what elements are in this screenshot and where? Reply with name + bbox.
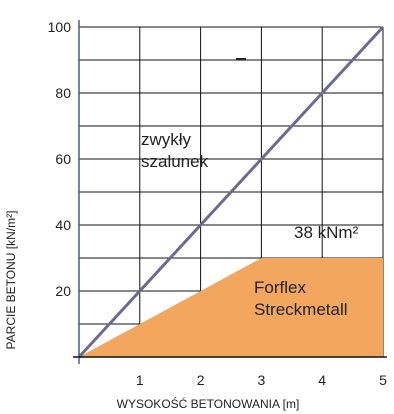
x-tick-label-5: 5 xyxy=(379,372,387,388)
annotation-forflex-line-2: Streckmetall xyxy=(254,300,348,319)
y-tick-label-20: 20 xyxy=(55,283,71,299)
annotation-forflex: Forflex Streckmetall xyxy=(254,278,348,319)
x-tick-label-3: 3 xyxy=(258,372,266,388)
x-tick-label-4: 4 xyxy=(318,372,326,388)
x-tick-label-1: 1 xyxy=(136,372,144,388)
annotation-zwykly-line-1: zwykły xyxy=(141,130,192,149)
annotation-zwykly-line-2: szalunek xyxy=(141,152,209,171)
y-tick-label-60: 60 xyxy=(55,151,71,167)
series-area-forflex xyxy=(79,258,383,357)
annotation-38knm2: 38 kNm² xyxy=(294,223,359,242)
series-line-zwykly-szalunek xyxy=(77,25,385,359)
x-axis-title: WYSOKOŚĆ BETONOWANIA [m] xyxy=(117,396,300,411)
axes xyxy=(73,20,387,364)
y-tick-label-100: 100 xyxy=(48,19,72,35)
annotation-forflex-line-1: Forflex xyxy=(254,278,306,297)
y-axis-title: PARCIE BETONU [kN/m²] xyxy=(4,211,18,350)
y-tick-label-40: 40 xyxy=(55,217,71,233)
x-tick-label-2: 2 xyxy=(197,372,205,388)
annotation-zwykly: zwykły szalunek xyxy=(141,130,209,171)
y-tick-label-80: 80 xyxy=(55,85,71,101)
tick-labels: 1 2 3 4 5 20 40 60 80 100 xyxy=(48,19,387,388)
